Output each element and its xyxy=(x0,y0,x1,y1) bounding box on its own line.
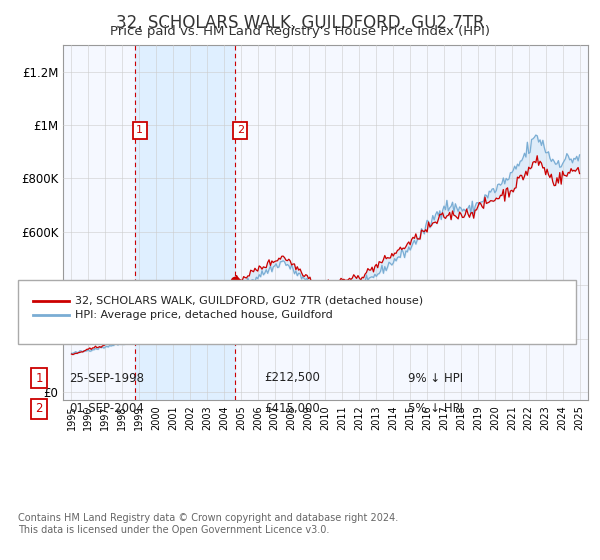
Text: 9% ↓ HPI: 9% ↓ HPI xyxy=(408,371,463,385)
Text: 25-SEP-1998: 25-SEP-1998 xyxy=(69,371,144,385)
Text: £212,500: £212,500 xyxy=(264,371,320,385)
Bar xyxy=(134,45,235,400)
Text: Price paid vs. HM Land Registry's House Price Index (HPI): Price paid vs. HM Land Registry's House … xyxy=(110,25,490,38)
Text: 2: 2 xyxy=(237,125,244,136)
Text: 32, SCHOLARS WALK, GUILDFORD, GU2 7TR (detached house): 32, SCHOLARS WALK, GUILDFORD, GU2 7TR (d… xyxy=(75,296,423,306)
Text: Contains HM Land Registry data © Crown copyright and database right 2024.
This d: Contains HM Land Registry data © Crown c… xyxy=(18,513,398,535)
Text: 1: 1 xyxy=(136,125,143,136)
Text: 2: 2 xyxy=(35,402,43,416)
Text: HPI: Average price, detached house, Guildford: HPI: Average price, detached house, Guil… xyxy=(75,310,333,320)
Text: 1: 1 xyxy=(35,371,43,385)
Text: 32, SCHOLARS WALK, GUILDFORD, GU2 7TR: 32, SCHOLARS WALK, GUILDFORD, GU2 7TR xyxy=(116,14,484,32)
Text: 5% ↓ HPI: 5% ↓ HPI xyxy=(408,402,463,416)
Text: £415,000: £415,000 xyxy=(264,402,320,416)
Text: 01-SEP-2004: 01-SEP-2004 xyxy=(69,402,144,416)
